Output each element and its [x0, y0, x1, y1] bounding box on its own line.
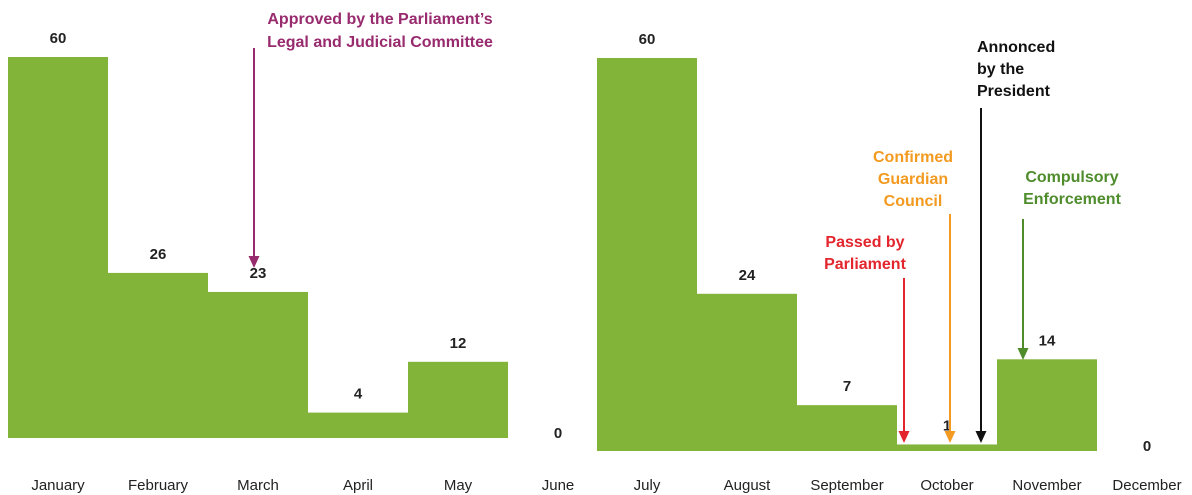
value-label-april: 4	[354, 386, 363, 403]
annotation-confirmed-line-1: Confirmed	[873, 149, 953, 166]
tick-label-october: October	[920, 477, 973, 494]
chart-panel-jul-dec: 60 July 24 August 7 September 1 October 14 Novemb…	[597, 31, 1182, 494]
annotation-announced-line-3: President	[977, 83, 1051, 100]
tick-label-november: November	[1012, 477, 1081, 494]
bar-february	[108, 272, 208, 438]
bar-may	[408, 361, 508, 438]
annotation-approved-arrow-head	[248, 256, 260, 268]
bar-january	[8, 57, 108, 438]
value-label-september: 7	[843, 378, 851, 395]
value-label-december: 0	[1143, 438, 1151, 455]
annotation-enforcement-arrow-head	[1017, 348, 1029, 360]
annotation-approved-line-1: Approved by the Parliament’s	[267, 11, 492, 28]
bar-november	[997, 359, 1097, 451]
tick-label-march: March	[237, 477, 279, 494]
tick-label-may: May	[444, 477, 473, 494]
value-label-june: 0	[554, 425, 562, 442]
chart-panel-jan-jun: 60 January 26 February 23 March 4 April 12 May 0 Ju…	[8, 11, 574, 494]
value-label-july: 60	[639, 31, 656, 48]
tick-label-june: June	[542, 477, 575, 494]
annotation-passed-line-1: Passed by	[825, 234, 904, 251]
tick-label-july: July	[634, 477, 661, 494]
annotation-passed-arrow-head	[898, 431, 910, 443]
tick-label-august: August	[724, 477, 772, 494]
value-label-february: 26	[150, 246, 167, 263]
tick-label-january: January	[31, 477, 85, 494]
value-label-march: 23	[250, 265, 267, 282]
bar-august	[697, 293, 797, 451]
annotation-confirmed-line-3: Council	[884, 193, 943, 210]
tick-label-december: December	[1112, 477, 1181, 494]
bar-march	[208, 291, 308, 438]
value-label-january: 60	[50, 30, 67, 47]
tick-label-september: September	[810, 477, 883, 494]
annotation-passed-line-2: Parliament	[824, 256, 906, 273]
annotation-announced-line-1: Annonced	[977, 39, 1055, 56]
annotation-announced-arrow-head	[975, 431, 987, 443]
annotation-enforcement-line-1: Compulsory	[1025, 169, 1118, 186]
bar-april	[308, 412, 408, 438]
annotation-confirmed-arrow-head	[944, 431, 956, 443]
bar-september	[797, 405, 897, 451]
tick-label-february: February	[128, 477, 189, 494]
annotation-announced-line-2: by the	[977, 61, 1024, 78]
value-label-october: 1	[943, 417, 951, 434]
bar-october	[897, 444, 997, 451]
value-label-may: 12	[450, 335, 467, 352]
annotation-confirmed-line-2: Guardian	[878, 171, 948, 188]
value-label-august: 24	[739, 267, 756, 284]
bar-july	[597, 58, 697, 451]
annotation-enforcement-line-2: Enforcement	[1023, 191, 1121, 208]
annotation-approved-line-2: Legal and Judicial Committee	[267, 34, 493, 51]
value-label-november: 14	[1039, 332, 1056, 349]
tick-label-april: April	[343, 477, 373, 494]
